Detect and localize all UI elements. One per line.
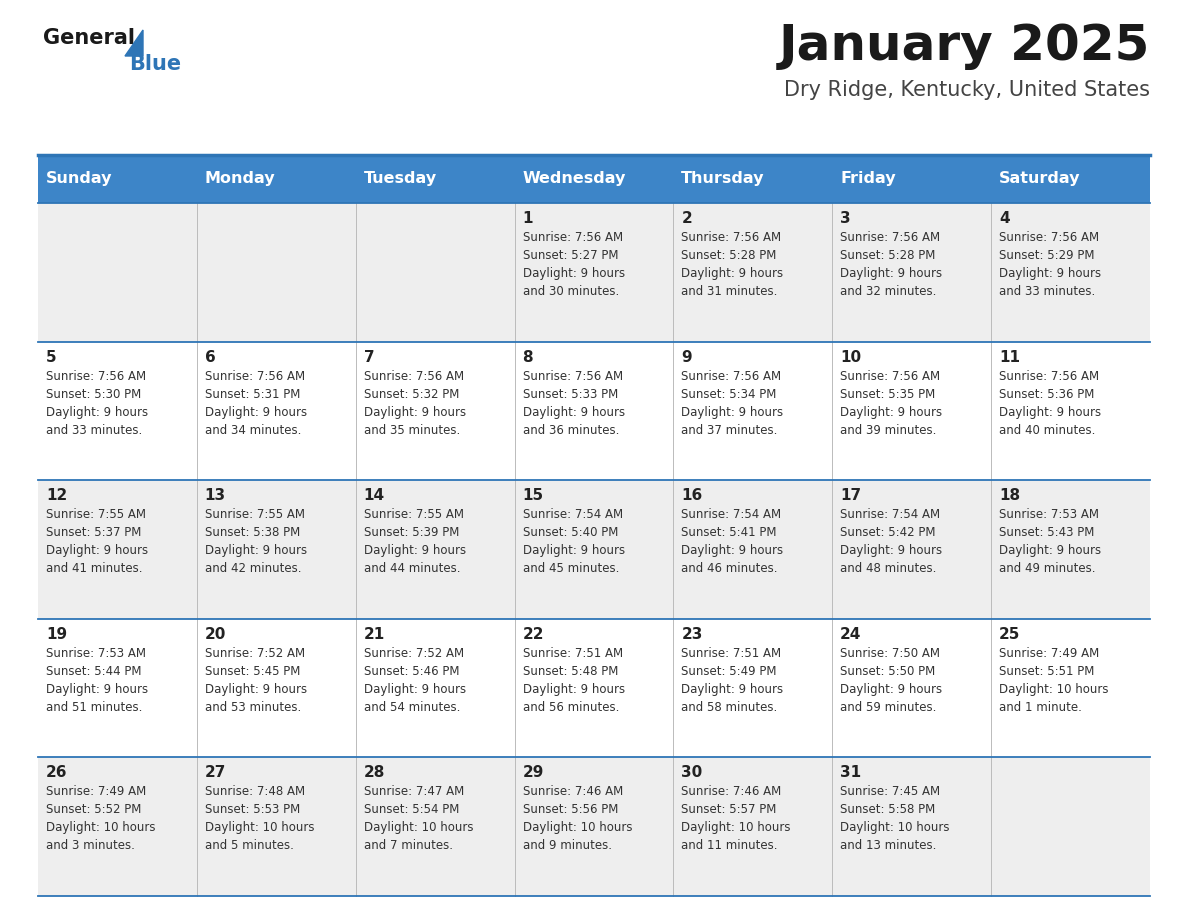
Text: Sunrise: 7:53 AM
Sunset: 5:43 PM
Daylight: 9 hours
and 49 minutes.: Sunrise: 7:53 AM Sunset: 5:43 PM Dayligh… [999, 509, 1101, 576]
Text: 23: 23 [682, 627, 703, 642]
Text: 28: 28 [364, 766, 385, 780]
Text: 25: 25 [999, 627, 1020, 642]
Bar [38, 757, 1150, 896]
Text: Sunrise: 7:50 AM
Sunset: 5:50 PM
Daylight: 9 hours
and 59 minutes.: Sunrise: 7:50 AM Sunset: 5:50 PM Dayligh… [840, 647, 942, 714]
Text: 18: 18 [999, 488, 1020, 503]
Text: Sunrise: 7:56 AM
Sunset: 5:36 PM
Daylight: 9 hours
and 40 minutes.: Sunrise: 7:56 AM Sunset: 5:36 PM Dayligh… [999, 370, 1101, 437]
Text: Saturday: Saturday [999, 172, 1081, 186]
Bar [38, 203, 1150, 341]
Text: Sunrise: 7:51 AM
Sunset: 5:48 PM
Daylight: 9 hours
and 56 minutes.: Sunrise: 7:51 AM Sunset: 5:48 PM Dayligh… [523, 647, 625, 714]
Text: Sunrise: 7:53 AM
Sunset: 5:44 PM
Daylight: 9 hours
and 51 minutes.: Sunrise: 7:53 AM Sunset: 5:44 PM Dayligh… [46, 647, 148, 714]
Text: Sunrise: 7:56 AM
Sunset: 5:34 PM
Daylight: 9 hours
and 37 minutes.: Sunrise: 7:56 AM Sunset: 5:34 PM Dayligh… [682, 370, 784, 437]
Text: 30: 30 [682, 766, 702, 780]
Bar [38, 619, 1150, 757]
Bar [514, 155, 674, 203]
Bar [38, 155, 197, 203]
Text: 16: 16 [682, 488, 702, 503]
Bar [197, 155, 355, 203]
Text: Monday: Monday [204, 172, 276, 186]
Text: Sunrise: 7:49 AM
Sunset: 5:51 PM
Daylight: 10 hours
and 1 minute.: Sunrise: 7:49 AM Sunset: 5:51 PM Dayligh… [999, 647, 1108, 714]
Text: Sunrise: 7:56 AM
Sunset: 5:33 PM
Daylight: 9 hours
and 36 minutes.: Sunrise: 7:56 AM Sunset: 5:33 PM Dayligh… [523, 370, 625, 437]
Text: Wednesday: Wednesday [523, 172, 626, 186]
Text: 11: 11 [999, 350, 1020, 364]
Bar [833, 155, 991, 203]
Text: 22: 22 [523, 627, 544, 642]
Bar [38, 341, 1150, 480]
Bar [991, 155, 1150, 203]
Text: Sunrise: 7:55 AM
Sunset: 5:38 PM
Daylight: 9 hours
and 42 minutes.: Sunrise: 7:55 AM Sunset: 5:38 PM Dayligh… [204, 509, 307, 576]
Text: 15: 15 [523, 488, 544, 503]
Text: General: General [43, 28, 135, 48]
Text: Sunday: Sunday [46, 172, 113, 186]
Text: Tuesday: Tuesday [364, 172, 437, 186]
Text: 9: 9 [682, 350, 691, 364]
Text: January 2025: January 2025 [778, 22, 1150, 70]
Text: Blue: Blue [129, 54, 181, 74]
Text: Sunrise: 7:56 AM
Sunset: 5:31 PM
Daylight: 9 hours
and 34 minutes.: Sunrise: 7:56 AM Sunset: 5:31 PM Dayligh… [204, 370, 307, 437]
Text: Dry Ridge, Kentucky, United States: Dry Ridge, Kentucky, United States [784, 80, 1150, 100]
Text: Sunrise: 7:52 AM
Sunset: 5:46 PM
Daylight: 9 hours
and 54 minutes.: Sunrise: 7:52 AM Sunset: 5:46 PM Dayligh… [364, 647, 466, 714]
Text: 24: 24 [840, 627, 861, 642]
Text: 3: 3 [840, 211, 851, 226]
Text: 21: 21 [364, 627, 385, 642]
Text: Sunrise: 7:45 AM
Sunset: 5:58 PM
Daylight: 10 hours
and 13 minutes.: Sunrise: 7:45 AM Sunset: 5:58 PM Dayligh… [840, 786, 949, 853]
Text: Sunrise: 7:56 AM
Sunset: 5:35 PM
Daylight: 9 hours
and 39 minutes.: Sunrise: 7:56 AM Sunset: 5:35 PM Dayligh… [840, 370, 942, 437]
Text: 31: 31 [840, 766, 861, 780]
Text: 1: 1 [523, 211, 533, 226]
Text: Sunrise: 7:56 AM
Sunset: 5:32 PM
Daylight: 9 hours
and 35 minutes.: Sunrise: 7:56 AM Sunset: 5:32 PM Dayligh… [364, 370, 466, 437]
Text: 10: 10 [840, 350, 861, 364]
Text: 8: 8 [523, 350, 533, 364]
Text: 2: 2 [682, 211, 693, 226]
Text: Sunrise: 7:47 AM
Sunset: 5:54 PM
Daylight: 10 hours
and 7 minutes.: Sunrise: 7:47 AM Sunset: 5:54 PM Dayligh… [364, 786, 473, 853]
Bar [38, 480, 1150, 619]
Text: Sunrise: 7:56 AM
Sunset: 5:27 PM
Daylight: 9 hours
and 30 minutes.: Sunrise: 7:56 AM Sunset: 5:27 PM Dayligh… [523, 231, 625, 298]
Text: 5: 5 [46, 350, 57, 364]
Text: 4: 4 [999, 211, 1010, 226]
Text: Sunrise: 7:54 AM
Sunset: 5:42 PM
Daylight: 9 hours
and 48 minutes.: Sunrise: 7:54 AM Sunset: 5:42 PM Dayligh… [840, 509, 942, 576]
Text: 26: 26 [46, 766, 68, 780]
Text: Sunrise: 7:55 AM
Sunset: 5:37 PM
Daylight: 9 hours
and 41 minutes.: Sunrise: 7:55 AM Sunset: 5:37 PM Dayligh… [46, 509, 148, 576]
Text: Sunrise: 7:56 AM
Sunset: 5:29 PM
Daylight: 9 hours
and 33 minutes.: Sunrise: 7:56 AM Sunset: 5:29 PM Dayligh… [999, 231, 1101, 298]
Text: Sunrise: 7:51 AM
Sunset: 5:49 PM
Daylight: 9 hours
and 58 minutes.: Sunrise: 7:51 AM Sunset: 5:49 PM Dayligh… [682, 647, 784, 714]
Text: 27: 27 [204, 766, 226, 780]
Text: 6: 6 [204, 350, 215, 364]
Text: 17: 17 [840, 488, 861, 503]
Text: Sunrise: 7:54 AM
Sunset: 5:40 PM
Daylight: 9 hours
and 45 minutes.: Sunrise: 7:54 AM Sunset: 5:40 PM Dayligh… [523, 509, 625, 576]
Bar [355, 155, 514, 203]
Text: 19: 19 [46, 627, 67, 642]
Text: Sunrise: 7:56 AM
Sunset: 5:30 PM
Daylight: 9 hours
and 33 minutes.: Sunrise: 7:56 AM Sunset: 5:30 PM Dayligh… [46, 370, 148, 437]
Text: 13: 13 [204, 488, 226, 503]
Text: Sunrise: 7:46 AM
Sunset: 5:57 PM
Daylight: 10 hours
and 11 minutes.: Sunrise: 7:46 AM Sunset: 5:57 PM Dayligh… [682, 786, 791, 853]
Text: Sunrise: 7:49 AM
Sunset: 5:52 PM
Daylight: 10 hours
and 3 minutes.: Sunrise: 7:49 AM Sunset: 5:52 PM Dayligh… [46, 786, 156, 853]
Bar [674, 155, 833, 203]
Text: Sunrise: 7:48 AM
Sunset: 5:53 PM
Daylight: 10 hours
and 5 minutes.: Sunrise: 7:48 AM Sunset: 5:53 PM Dayligh… [204, 786, 315, 853]
Text: Thursday: Thursday [682, 172, 765, 186]
Text: Sunrise: 7:56 AM
Sunset: 5:28 PM
Daylight: 9 hours
and 32 minutes.: Sunrise: 7:56 AM Sunset: 5:28 PM Dayligh… [840, 231, 942, 298]
Polygon shape [125, 30, 143, 56]
Text: 7: 7 [364, 350, 374, 364]
Text: Sunrise: 7:52 AM
Sunset: 5:45 PM
Daylight: 9 hours
and 53 minutes.: Sunrise: 7:52 AM Sunset: 5:45 PM Dayligh… [204, 647, 307, 714]
Text: 14: 14 [364, 488, 385, 503]
Text: Sunrise: 7:56 AM
Sunset: 5:28 PM
Daylight: 9 hours
and 31 minutes.: Sunrise: 7:56 AM Sunset: 5:28 PM Dayligh… [682, 231, 784, 298]
Text: 20: 20 [204, 627, 226, 642]
Text: Sunrise: 7:55 AM
Sunset: 5:39 PM
Daylight: 9 hours
and 44 minutes.: Sunrise: 7:55 AM Sunset: 5:39 PM Dayligh… [364, 509, 466, 576]
Text: 29: 29 [523, 766, 544, 780]
Text: Sunrise: 7:46 AM
Sunset: 5:56 PM
Daylight: 10 hours
and 9 minutes.: Sunrise: 7:46 AM Sunset: 5:56 PM Dayligh… [523, 786, 632, 853]
Text: 12: 12 [46, 488, 68, 503]
Text: Friday: Friday [840, 172, 896, 186]
Text: Sunrise: 7:54 AM
Sunset: 5:41 PM
Daylight: 9 hours
and 46 minutes.: Sunrise: 7:54 AM Sunset: 5:41 PM Dayligh… [682, 509, 784, 576]
